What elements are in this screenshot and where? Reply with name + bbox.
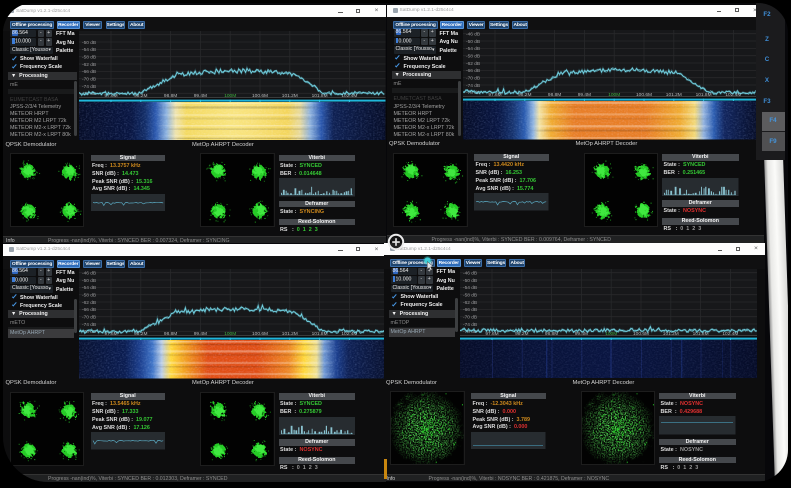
svg-text:-66 dB: -66 dB xyxy=(466,68,480,74)
svg-text:99.4M: 99.4M xyxy=(194,93,207,99)
svg-text:101.2M: 101.2M xyxy=(662,331,678,337)
svg-text:-54 dB: -54 dB xyxy=(82,285,96,291)
svg-text:-58 dB: -58 dB xyxy=(463,292,477,298)
svg-text:-70 dB: -70 dB xyxy=(82,76,96,82)
svg-text:-58 dB: -58 dB xyxy=(466,54,480,60)
svg-text:-66 dB: -66 dB xyxy=(82,69,96,75)
svg-text:97.6M: 97.6M xyxy=(104,93,117,99)
svg-text:-70 dB: -70 dB xyxy=(466,76,480,82)
svg-text:101.8M: 101.8M xyxy=(312,331,328,337)
svg-text:-50 dB: -50 dB xyxy=(82,39,96,45)
svg-text:101.2M: 101.2M xyxy=(282,331,298,337)
svg-text:101.8M: 101.8M xyxy=(312,93,328,99)
svg-text:97.6M: 97.6M xyxy=(104,331,117,337)
svg-text:-66 dB: -66 dB xyxy=(463,307,477,313)
svg-text:98.8M: 98.8M xyxy=(164,331,177,337)
svg-text:100.6M: 100.6M xyxy=(252,331,268,337)
svg-text:-78 dB: -78 dB xyxy=(82,329,96,335)
svg-text:98.8M: 98.8M xyxy=(164,93,177,99)
svg-text:98.2M: 98.2M xyxy=(134,331,147,337)
svg-text:-46 dB: -46 dB xyxy=(463,270,477,276)
svg-text:100M: 100M xyxy=(224,331,236,337)
svg-text:-70 dB: -70 dB xyxy=(463,314,477,320)
svg-text:-74 dB: -74 dB xyxy=(82,322,96,328)
svg-text:-46 dB: -46 dB xyxy=(82,271,96,277)
svg-text:100.6M: 100.6M xyxy=(633,331,649,337)
svg-text:-62 dB: -62 dB xyxy=(463,299,477,305)
svg-text:97.6M: 97.6M xyxy=(485,331,498,337)
svg-text:97.6M: 97.6M xyxy=(488,92,501,98)
svg-text:-66 dB: -66 dB xyxy=(82,307,96,313)
svg-text:98.2M: 98.2M xyxy=(134,93,147,99)
svg-text:-62 dB: -62 dB xyxy=(466,61,480,67)
svg-text:-54 dB: -54 dB xyxy=(466,46,480,52)
svg-text:99.4M: 99.4M xyxy=(574,331,587,337)
svg-text:98.2M: 98.2M xyxy=(515,331,528,337)
svg-text:98.8M: 98.8M xyxy=(544,331,557,337)
svg-text:-78 dB: -78 dB xyxy=(466,90,480,96)
svg-text:100M: 100M xyxy=(605,331,617,337)
svg-text:-50 dB: -50 dB xyxy=(466,39,480,45)
svg-text:99.4M: 99.4M xyxy=(194,331,207,337)
svg-text:101.2M: 101.2M xyxy=(282,93,298,99)
svg-text:-62 dB: -62 dB xyxy=(82,300,96,306)
svg-text:-74 dB: -74 dB xyxy=(463,321,477,327)
svg-text:-50 dB: -50 dB xyxy=(463,277,477,283)
svg-text:-46 dB: -46 dB xyxy=(466,32,480,38)
svg-text:-74 dB: -74 dB xyxy=(82,83,96,89)
svg-text:-78 dB: -78 dB xyxy=(82,91,96,97)
svg-text:-58 dB: -58 dB xyxy=(82,293,96,299)
svg-text:100.6M: 100.6M xyxy=(252,93,268,99)
svg-text:-78 dB: -78 dB xyxy=(463,329,477,335)
svg-text:100M: 100M xyxy=(608,92,620,98)
svg-text:98.2M: 98.2M xyxy=(518,92,531,98)
svg-text:102.4M: 102.4M xyxy=(722,331,738,337)
svg-text:-54 dB: -54 dB xyxy=(82,47,96,53)
svg-text:-74 dB: -74 dB xyxy=(466,83,480,89)
svg-text:100.6M: 100.6M xyxy=(636,92,652,98)
svg-text:101.2M: 101.2M xyxy=(665,92,681,98)
svg-text:102.4M: 102.4M xyxy=(725,92,741,98)
svg-text:-62 dB: -62 dB xyxy=(82,61,96,67)
svg-text:-70 dB: -70 dB xyxy=(82,315,96,321)
svg-text:102.4M: 102.4M xyxy=(341,331,357,337)
svg-text:-54 dB: -54 dB xyxy=(463,285,477,291)
svg-text:-58 dB: -58 dB xyxy=(82,54,96,60)
svg-text:102.4M: 102.4M xyxy=(341,93,357,99)
svg-text:101.8M: 101.8M xyxy=(695,92,711,98)
svg-text:101.8M: 101.8M xyxy=(692,331,708,337)
svg-text:100M: 100M xyxy=(224,93,236,99)
svg-text:99.4M: 99.4M xyxy=(577,92,590,98)
svg-text:98.8M: 98.8M xyxy=(547,92,560,98)
svg-text:-50 dB: -50 dB xyxy=(82,278,96,284)
